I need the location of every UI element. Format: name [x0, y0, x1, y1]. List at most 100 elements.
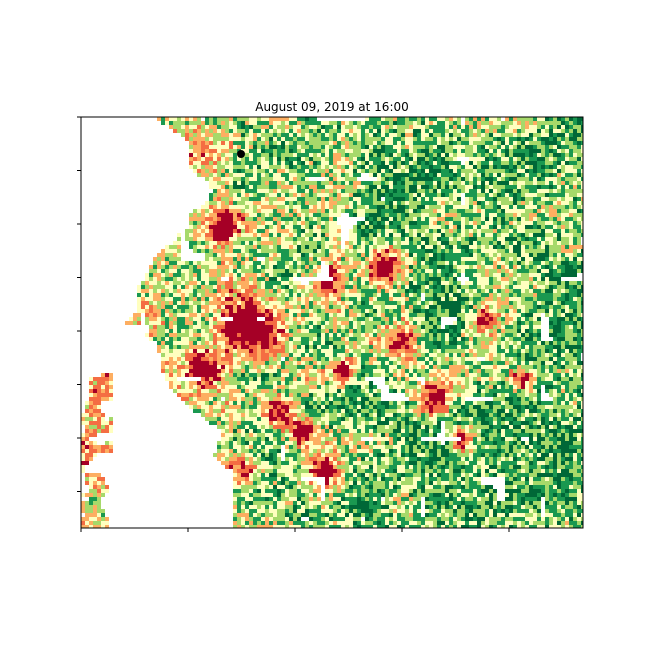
heatmap-cell — [449, 221, 453, 225]
heatmap-cell — [177, 249, 181, 253]
heatmap-cell — [289, 129, 293, 133]
heatmap-cell — [329, 161, 333, 165]
heatmap-cell — [565, 301, 569, 305]
heatmap-cell — [457, 237, 461, 241]
heatmap-cell — [201, 269, 205, 273]
heatmap-cell — [425, 229, 429, 233]
heatmap-cell — [185, 281, 189, 285]
heatmap-cell — [509, 261, 513, 265]
heatmap-cell — [397, 125, 401, 129]
heatmap-cell — [565, 169, 569, 173]
heatmap-cell — [441, 129, 445, 133]
heatmap-cell — [429, 153, 433, 157]
heatmap-cell — [401, 117, 405, 121]
heatmap-cell — [313, 237, 317, 241]
heatmap-cell — [289, 153, 293, 157]
heatmap-cell — [517, 261, 521, 265]
heatmap-cell — [149, 269, 153, 273]
heatmap-cell — [381, 217, 385, 221]
heatmap-cell — [321, 173, 325, 177]
heatmap-cell — [493, 213, 497, 217]
heatmap-cell — [337, 261, 341, 265]
heatmap-cell — [297, 117, 301, 121]
heatmap-cell — [329, 201, 333, 205]
heatmap-cell — [549, 177, 553, 181]
heatmap-cell — [453, 309, 457, 313]
heatmap-cell — [341, 161, 345, 165]
heatmap-cell — [581, 229, 583, 233]
heatmap-cell — [225, 301, 229, 305]
heatmap-cell — [501, 309, 505, 313]
heatmap-cell — [549, 153, 553, 157]
heatmap-cell — [537, 209, 541, 213]
heatmap-cell — [205, 201, 209, 205]
heatmap-cell — [433, 297, 437, 301]
heatmap-cell — [325, 165, 329, 169]
heatmap-cell — [501, 221, 505, 225]
heatmap-cell — [293, 137, 297, 141]
heatmap-cell — [285, 157, 289, 161]
heatmap-cell — [241, 277, 245, 281]
heatmap-cell — [321, 313, 325, 317]
heatmap-cell — [489, 253, 493, 257]
heatmap-cell — [461, 237, 465, 241]
heatmap-cell — [257, 273, 261, 277]
heatmap-cell — [417, 193, 421, 197]
heatmap-cell — [333, 157, 337, 161]
heatmap-cell — [473, 161, 477, 165]
heatmap-cell — [261, 125, 265, 129]
heatmap-cell — [541, 181, 545, 185]
heatmap-cell — [557, 193, 561, 197]
heatmap-cell — [309, 257, 313, 261]
heatmap-cell — [301, 293, 305, 297]
heatmap-cell — [525, 269, 529, 273]
heatmap-cell — [369, 149, 373, 153]
heatmap-cell — [401, 297, 405, 301]
heatmap-cell — [205, 281, 209, 285]
heatmap-cell — [209, 169, 213, 173]
heatmap-cell — [509, 133, 513, 137]
heatmap-cell — [417, 261, 421, 265]
heatmap-cell — [265, 229, 269, 233]
heatmap-cell — [409, 305, 413, 309]
heatmap-cell — [177, 269, 181, 273]
heatmap-cell — [225, 177, 229, 181]
heatmap-cell — [257, 289, 261, 293]
heatmap-cell — [237, 245, 241, 249]
heatmap-cell — [469, 145, 473, 149]
heatmap-cell — [445, 173, 449, 177]
heatmap-cell — [353, 125, 357, 129]
heatmap-cell — [577, 261, 581, 265]
heatmap-cell — [457, 165, 461, 169]
heatmap-cell — [249, 257, 253, 261]
heatmap-cell — [393, 209, 397, 213]
heatmap-cell — [513, 245, 517, 249]
heatmap-cell — [513, 117, 517, 121]
heatmap-cell — [273, 121, 277, 125]
heatmap-cell — [505, 309, 509, 313]
heatmap-cell — [353, 185, 357, 189]
heatmap-cell — [377, 257, 381, 261]
heatmap-cell — [577, 141, 581, 145]
heatmap-cell — [477, 217, 481, 221]
heatmap-cell — [461, 253, 465, 257]
heatmap-cell — [577, 125, 581, 129]
heatmap-cell — [557, 185, 561, 189]
heatmap-cell — [253, 257, 257, 261]
heatmap-cell — [505, 301, 509, 305]
heatmap-cell — [365, 185, 369, 189]
heatmap-cell — [141, 285, 145, 289]
heatmap-cell — [165, 257, 169, 261]
heatmap-cell — [513, 165, 517, 169]
heatmap-cell — [281, 129, 285, 133]
heatmap-cell — [369, 257, 373, 261]
heatmap-cell — [381, 185, 385, 189]
heatmap-cell — [205, 309, 209, 313]
heatmap-cell — [441, 301, 445, 305]
heatmap-cell — [253, 221, 257, 225]
heatmap-cell — [173, 289, 177, 293]
heatmap-cell — [253, 289, 257, 293]
heatmap-cell — [181, 277, 185, 281]
heatmap-cell — [253, 177, 257, 181]
heatmap-cell — [437, 289, 441, 293]
